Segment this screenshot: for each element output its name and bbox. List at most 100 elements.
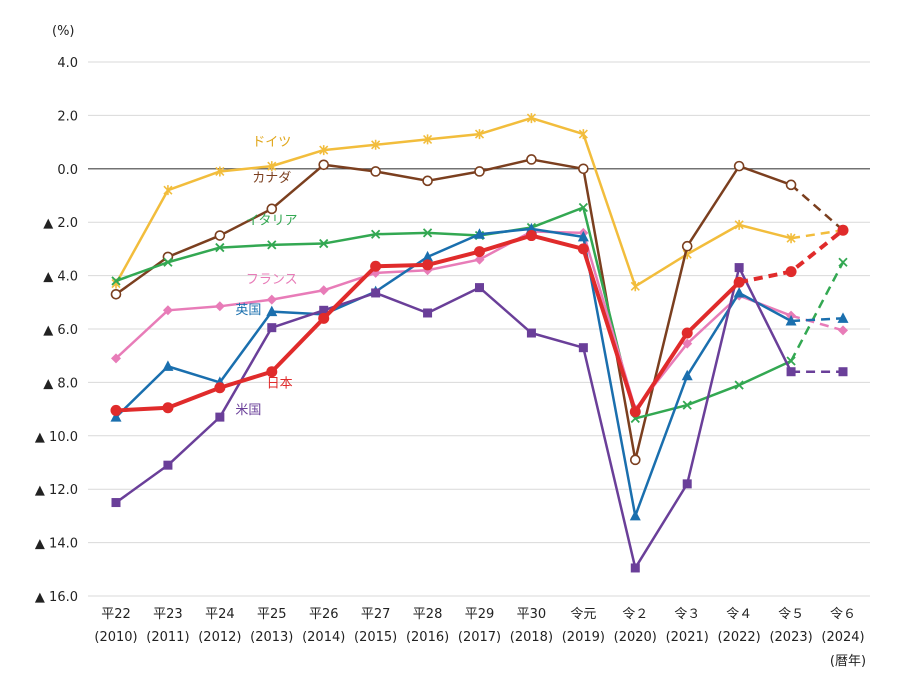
data-point xyxy=(111,276,121,286)
data-point xyxy=(422,259,434,271)
series-line xyxy=(115,227,792,518)
data-point xyxy=(214,230,226,241)
x-tick-year: (2017) xyxy=(458,630,501,645)
x-tick-year: (2019) xyxy=(562,630,605,645)
data-point xyxy=(111,498,121,508)
data-point xyxy=(578,163,589,175)
data-point xyxy=(214,382,226,394)
data-point xyxy=(423,308,433,318)
y-tick-label: ▲ 2.0 xyxy=(43,216,78,231)
x-tick-year: (2016) xyxy=(406,630,449,645)
x-tick-era: 令３ xyxy=(674,607,700,622)
data-point xyxy=(319,238,329,249)
series-line xyxy=(114,116,792,288)
series-日本 xyxy=(110,224,849,418)
data-point xyxy=(838,325,848,336)
data-point xyxy=(110,404,122,416)
data-point xyxy=(734,219,744,230)
y-tick-label: ▲ 16.0 xyxy=(35,590,78,605)
data-point xyxy=(163,257,173,267)
series-line-projection xyxy=(789,261,845,362)
x-tick-era: 平29 xyxy=(465,607,495,622)
data-point xyxy=(266,366,278,378)
x-tick-year: (2023) xyxy=(769,630,812,645)
data-point xyxy=(422,228,433,238)
data-point xyxy=(578,129,588,140)
data-point xyxy=(163,460,173,470)
series-label: 日本 xyxy=(267,376,293,391)
series-label: フランス xyxy=(246,272,298,287)
data-point xyxy=(629,509,641,521)
data-point xyxy=(681,240,693,252)
x-tick-year: (2014) xyxy=(302,630,345,645)
data-point xyxy=(733,286,745,298)
series-line xyxy=(115,158,792,462)
x-tick-era: 令元 xyxy=(570,607,596,622)
y-tick-label: 0.0 xyxy=(57,163,78,178)
x-tick-era: 平24 xyxy=(205,607,235,622)
x-tick-era: 令５ xyxy=(778,607,804,622)
series-label: カナダ xyxy=(252,171,291,186)
data-point xyxy=(214,301,225,312)
data-point xyxy=(578,343,588,353)
data-point xyxy=(630,563,640,573)
data-point xyxy=(734,263,744,273)
x-tick-era: 平22 xyxy=(101,607,131,622)
x-tick-year: (2015) xyxy=(354,630,397,645)
x-tick-year: (2021) xyxy=(666,630,709,645)
series-layer xyxy=(110,113,849,573)
data-point xyxy=(682,400,692,410)
data-point xyxy=(474,129,485,140)
data-point xyxy=(423,134,433,145)
data-point xyxy=(733,160,745,172)
x-tick-year: (2011) xyxy=(146,630,189,645)
y-axis-ticks: 4.0 2.0 0.0 ▲ 2.0 ▲ 4.0 ▲ 6.0 ▲ 8.0 ▲ 10.0 ▲ 12.… xyxy=(35,56,78,605)
data-point xyxy=(215,166,225,177)
data-point xyxy=(474,246,485,258)
data-point xyxy=(838,367,848,377)
data-point xyxy=(682,479,692,489)
series-label: イタリア xyxy=(246,214,297,229)
y-tick-label: ▲ 6.0 xyxy=(43,323,78,338)
series-label: 米国 xyxy=(235,403,261,418)
x-tick-year: (2013) xyxy=(250,630,293,645)
data-point xyxy=(525,230,537,242)
x-axis-categories: 平22 (2010) 平23 (2011) 平24 (2012) 平25 (2013) 平26 (… xyxy=(94,607,864,645)
series-ドイツ xyxy=(111,113,848,292)
x-tick-era: 平27 xyxy=(361,607,391,622)
x-tick-year: (2020) xyxy=(614,630,657,645)
series-line xyxy=(115,266,793,570)
series-line-projection xyxy=(791,317,844,323)
x-tick-era: 令２ xyxy=(622,607,648,622)
y-tick-label: ▲ 8.0 xyxy=(43,376,78,391)
data-point xyxy=(786,233,796,244)
series-line xyxy=(115,230,792,411)
data-point xyxy=(266,305,278,317)
data-point xyxy=(682,338,693,349)
x-tick-era: 平25 xyxy=(257,607,287,622)
data-point xyxy=(371,229,381,239)
data-point xyxy=(525,222,537,234)
data-point xyxy=(577,243,589,255)
x-tick-era: 令６ xyxy=(830,607,856,622)
x-tick-year: (2024) xyxy=(821,630,864,645)
data-point xyxy=(578,202,588,213)
data-point xyxy=(267,240,277,250)
data-point xyxy=(162,360,174,371)
x-tick-year: (2018) xyxy=(510,630,553,645)
series-label: ドイツ xyxy=(252,135,291,150)
data-point xyxy=(474,254,485,265)
series-line-projection xyxy=(790,183,844,232)
data-point xyxy=(319,305,329,315)
data-point xyxy=(629,406,641,418)
data-point xyxy=(577,230,589,242)
data-point xyxy=(110,411,122,422)
x-tick-era: 平26 xyxy=(309,607,339,622)
data-point xyxy=(475,283,484,293)
data-point xyxy=(733,276,745,288)
series-label: 英国 xyxy=(235,303,261,318)
data-point xyxy=(785,314,797,326)
y-tick-label: 2.0 xyxy=(57,109,78,124)
